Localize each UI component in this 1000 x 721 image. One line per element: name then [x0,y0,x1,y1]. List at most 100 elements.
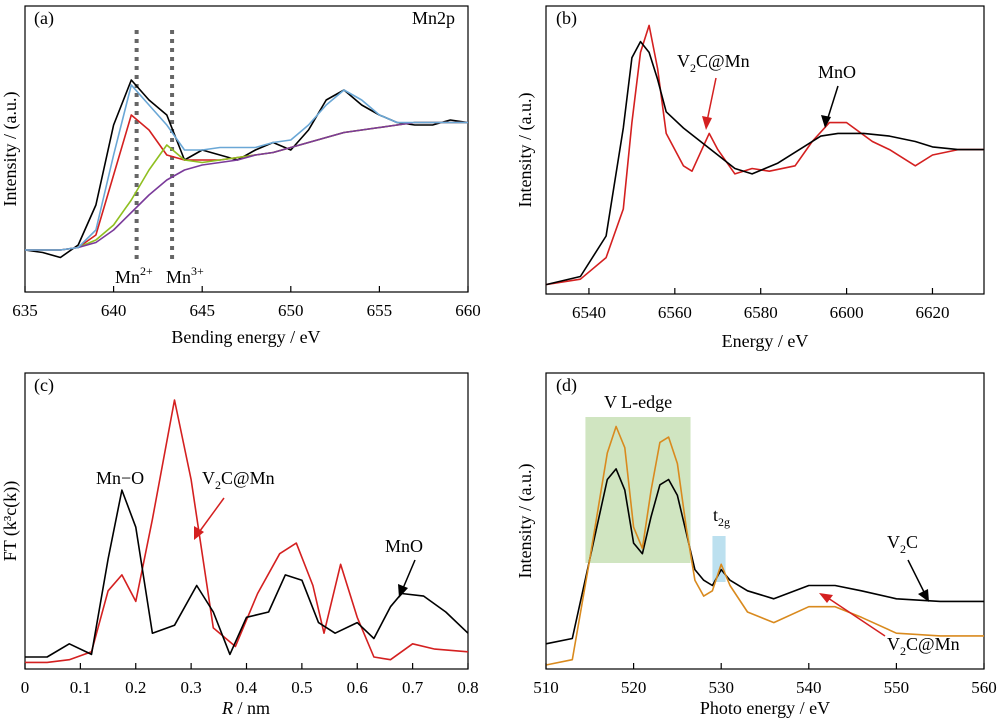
mn2-label-sup: 2+ [140,264,153,278]
y-axis-label: Intensity / (a.u.) [0,92,21,207]
v2c-mn-label-v: V [677,51,690,71]
v2c-label-c: C [906,532,918,552]
panel-b: 6540 6560 6580 6600 6620 (b) V2C@Mn MnO Ener… [515,5,985,351]
v2c-mn-label-sub: 2 [690,61,696,75]
x-axis-label: R / nm [221,698,270,718]
x-tick-label: 6560 [658,303,692,322]
x-tick-label: 0.5 [291,678,312,697]
plot-frame [24,372,469,670]
v2c-mn-label-rest: C@Mn [696,51,750,71]
series-line-v2c-mn [25,399,469,664]
t2g-label-sub: 2g [718,515,730,529]
mn-o-label: Mn−O [96,468,144,488]
y-axis-label: FT (k³c(k)) [0,481,21,562]
x-tick-label: 650 [278,301,304,320]
v2c-mn-label-v: V [887,634,900,654]
x-tick-label: 0.6 [347,678,368,697]
series-line-v2c-mn [545,24,984,286]
mno-arrowhead [398,584,408,598]
series-line-2 [25,121,468,251]
series-line-mno [25,489,469,658]
x-tick-label: 0.1 [70,678,91,697]
series-group [545,24,984,286]
v2c-mn-arrowhead [819,593,833,603]
panel-c: 0 0.1 0.2 0.3 0.4 0.5 0.6 0.7 0.8 (c) Mn−O V2C@M… [0,372,479,718]
panel-label: (c) [34,375,54,396]
x-tick-label: 640 [101,301,127,320]
x-tick-label: 0.7 [402,678,424,697]
mno-arrowhead [821,115,831,128]
mno-label: MnO [818,62,856,82]
plot-frame [24,5,469,293]
chart-title: Mn2p [412,8,455,28]
x-axis-label-r: R [221,698,233,718]
t2g-label-base: t [713,505,718,525]
y-axis-label: Intensity / (a.u.) [515,464,536,579]
v2c-mn-arrow [824,595,886,637]
panel-a: 635 640 645 650 655 660 (a) Mn2p Mn2+ Mn3+ Be… [0,5,481,347]
v2c-arrow [907,559,927,597]
v2c-arrowhead [918,589,929,602]
x-tick-label: 6580 [744,303,778,322]
x-tick-label: 520 [621,678,647,697]
series-line-v2c-mn [545,425,984,666]
y-axis-label: Intensity / (a.u.) [515,93,536,208]
panel-label: (a) [34,8,54,29]
x-tick-label: 0.3 [181,678,202,697]
mn3-label: Mn3+ [166,264,204,287]
plot-frame [545,5,985,295]
x-tick-label: 0.8 [457,678,478,697]
mno-label: MnO [385,536,423,556]
v2c-mn-label-rest: C@Mn [221,468,275,488]
x-axis-label: Bending energy / eV [171,327,320,347]
x-tick-label: 550 [884,678,910,697]
v2c-label-sub: 2 [900,542,906,556]
v2c-mn-label: V2C@Mn [887,634,960,658]
v2c-mn-label: V2C@Mn [677,51,750,75]
x-ticks: 6540 6560 6580 6600 6620 [572,288,949,322]
v2c-mn-label-sub: 2 [215,478,221,492]
x-ticks: 635 640 645 650 655 660 [12,286,481,320]
v2c-mn-arrowhead [702,116,712,130]
v2c-label: V2C [887,532,918,556]
series-line-3 [25,121,468,251]
v2c-mn-label-v: V [202,468,215,488]
panel-label: (d) [556,375,577,396]
x-axis-label-unit: / nm [233,698,270,718]
v2c-mn-label-rest: C@Mn [906,634,960,654]
panel-d: 510 520 530 540 550 560 (d) V L-edge t2g V2C … [515,372,997,718]
x-tick-label: 540 [796,678,822,697]
panel-label: (b) [556,8,577,29]
mn2-label: Mn2+ [115,264,153,287]
x-ticks: 0 0.1 0.2 0.3 0.4 0.5 0.6 0.7 0.8 [21,663,479,697]
x-tick-label: 0 [21,678,30,697]
series-line-mno [545,40,984,286]
v2c-mn-arrowhead [194,526,204,540]
t2g-label: t2g [713,505,730,529]
x-axis-label: Photo energy / eV [700,698,830,718]
x-tick-label: 560 [971,678,997,697]
x-tick-label: 530 [708,678,734,697]
v2c-mn-label: V2C@Mn [202,468,275,492]
x-tick-label: 6540 [572,303,606,322]
plot-frame [545,372,985,670]
x-axis-label: Energy / eV [722,331,809,351]
x-tick-label: 0.4 [236,678,258,697]
x-tick-label: 660 [455,301,481,320]
series-group [545,425,984,666]
series-group [25,399,469,664]
v2c-label-v: V [887,532,900,552]
x-tick-label: 6600 [830,303,864,322]
v2c-mn-arrow [196,497,225,536]
series-group [24,79,469,259]
mn2-label-base: Mn [115,267,140,287]
x-tick-label: 6620 [915,303,949,322]
x-tick-label: 635 [12,301,38,320]
mn3-label-sup: 3+ [191,264,204,278]
x-tick-label: 655 [367,301,393,320]
v-l-edge-label: V L-edge [604,392,672,412]
mn3-label-base: Mn [166,267,191,287]
series-line-4 [25,84,468,251]
series-line-1 [25,114,468,251]
